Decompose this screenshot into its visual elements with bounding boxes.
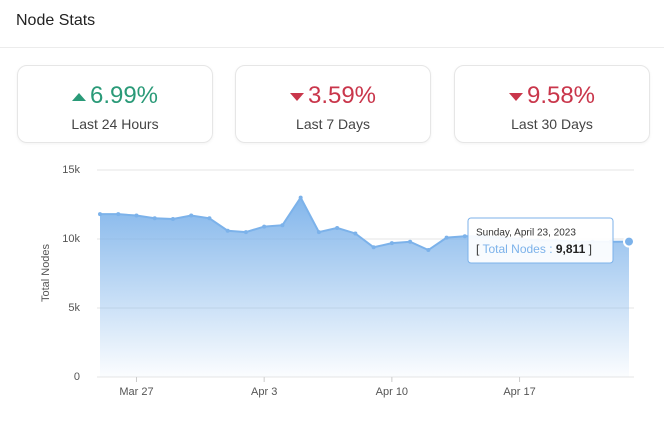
stat-value: 9.58% — [526, 82, 596, 109]
tooltip-row: [ Total Nodes : 9,811 ] — [476, 242, 592, 256]
point — [152, 216, 157, 221]
tooltip-sep: : — [549, 242, 552, 256]
stat-value: 6.99% — [89, 82, 159, 109]
y-tick-label: 0 — [74, 371, 80, 383]
point — [335, 225, 340, 230]
point — [189, 213, 194, 218]
stat-label: Last 24 Hours — [71, 116, 159, 132]
stat-value: 3.59% — [307, 82, 377, 109]
header-title: Node Stats — [16, 12, 96, 29]
y-tick-label: 10k — [62, 233, 80, 245]
arrow-up — [71, 92, 86, 101]
tooltip-bracket: ] — [589, 242, 592, 256]
point — [426, 248, 431, 253]
stat-value-row: 9.58% — [455, 82, 649, 110]
tooltip-series-name: Total Nodes — [482, 242, 545, 256]
point — [462, 234, 467, 239]
hover-point — [623, 235, 635, 248]
point — [225, 228, 230, 233]
x-tick-label: Mar 27 — [119, 386, 153, 398]
stat-card: 3.59% Last 7 Days — [235, 65, 431, 143]
divider — [0, 47, 664, 48]
x-tick-label: Apr 10 — [376, 386, 408, 398]
point — [408, 239, 413, 244]
arrow-down — [289, 92, 304, 101]
stat-value-row: 3.59% — [236, 82, 430, 110]
point — [389, 241, 394, 246]
point — [207, 216, 212, 221]
point — [371, 245, 376, 250]
x-tick-label: Apr 17 — [503, 386, 535, 398]
y-axis-title: Total Nodes — [40, 243, 52, 302]
stat-value-row: 6.99% — [18, 82, 212, 110]
point — [280, 223, 285, 228]
point — [444, 235, 449, 240]
point — [316, 230, 321, 235]
stat-label: Last 7 Days — [296, 116, 370, 132]
point — [262, 224, 267, 229]
point — [353, 231, 358, 236]
tooltip-box — [467, 217, 614, 264]
x-tick-label: Apr 3 — [251, 386, 277, 398]
point — [116, 212, 121, 217]
y-tick-label: 5k — [68, 302, 80, 314]
stat-card: 6.99% Last 24 Hours — [17, 65, 213, 143]
y-tick-label: 15k — [62, 164, 80, 176]
tooltip-bracket: [ — [476, 242, 480, 256]
point — [98, 212, 102, 217]
tooltip-title: Sunday, April 23, 2023 — [476, 228, 576, 239]
stat-label: Last 30 Days — [511, 116, 593, 132]
stat-card: 9.58% Last 30 Days — [454, 65, 650, 143]
point — [134, 213, 139, 218]
point — [170, 216, 175, 221]
point — [243, 230, 248, 235]
arrow-down — [508, 92, 523, 101]
tooltip-value: 9,811 — [556, 242, 586, 256]
point — [298, 195, 303, 200]
